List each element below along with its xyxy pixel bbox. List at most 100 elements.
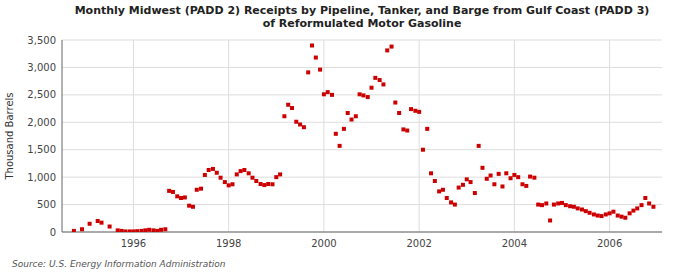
point bbox=[131, 229, 135, 232]
point bbox=[509, 176, 513, 180]
point bbox=[628, 211, 632, 215]
point bbox=[151, 228, 155, 232]
y-tick-label: 3,000 bbox=[27, 62, 56, 73]
point bbox=[350, 118, 354, 122]
points bbox=[72, 43, 656, 232]
point bbox=[179, 196, 183, 200]
y-tick-label: 1,000 bbox=[27, 172, 56, 183]
point bbox=[366, 95, 370, 99]
point bbox=[425, 127, 429, 131]
point bbox=[326, 90, 330, 94]
y-tick-label: 3,500 bbox=[27, 35, 56, 46]
point bbox=[250, 176, 254, 180]
point bbox=[140, 229, 144, 232]
point bbox=[334, 132, 338, 136]
point bbox=[604, 212, 608, 216]
point bbox=[449, 200, 453, 204]
point bbox=[223, 180, 227, 184]
y-tick-label: 2,000 bbox=[27, 117, 56, 128]
point bbox=[358, 92, 362, 96]
point bbox=[409, 107, 413, 111]
point bbox=[286, 103, 290, 107]
point bbox=[600, 214, 604, 218]
point bbox=[239, 169, 243, 173]
point bbox=[556, 201, 560, 205]
x-grid-line bbox=[228, 40, 229, 232]
x-tick-label: 1996 bbox=[121, 238, 146, 249]
point bbox=[401, 127, 405, 131]
point bbox=[254, 179, 258, 183]
point bbox=[611, 210, 615, 214]
point bbox=[370, 86, 374, 90]
point bbox=[497, 172, 501, 176]
point bbox=[219, 176, 223, 180]
point bbox=[516, 175, 520, 179]
y-axis-label: Thousand Barrels bbox=[4, 92, 15, 180]
point bbox=[397, 111, 401, 115]
point bbox=[504, 171, 508, 175]
point bbox=[215, 171, 219, 175]
point bbox=[128, 229, 132, 232]
point bbox=[282, 114, 286, 118]
point bbox=[100, 221, 104, 225]
point bbox=[520, 182, 524, 186]
point bbox=[524, 184, 528, 188]
point bbox=[298, 122, 302, 126]
point bbox=[361, 93, 365, 97]
point bbox=[294, 120, 298, 124]
point bbox=[417, 110, 421, 114]
point bbox=[616, 214, 620, 218]
point bbox=[274, 175, 278, 179]
point bbox=[211, 167, 215, 171]
x-tick-label: 2000 bbox=[311, 238, 336, 249]
point bbox=[405, 129, 409, 133]
point bbox=[116, 228, 120, 232]
point bbox=[608, 211, 612, 215]
y-grid-line bbox=[62, 67, 662, 68]
source-note: Source: U.S. Energy Information Administ… bbox=[12, 259, 226, 269]
point bbox=[270, 182, 274, 186]
point bbox=[433, 179, 437, 183]
point bbox=[96, 219, 100, 223]
point bbox=[453, 203, 457, 207]
point bbox=[385, 48, 389, 52]
point bbox=[465, 177, 469, 181]
point bbox=[167, 189, 171, 193]
y-grid-line bbox=[62, 40, 662, 41]
x-tick-label: 1998 bbox=[216, 238, 241, 249]
point bbox=[381, 82, 385, 86]
point bbox=[596, 214, 600, 218]
point bbox=[528, 175, 532, 179]
x-tick-label: 2006 bbox=[597, 238, 622, 249]
point bbox=[620, 215, 624, 219]
point bbox=[647, 201, 651, 205]
point bbox=[259, 182, 263, 186]
point bbox=[623, 216, 627, 220]
point bbox=[437, 189, 441, 193]
point bbox=[262, 183, 266, 187]
point bbox=[108, 225, 112, 229]
y-tick-label: 500 bbox=[37, 199, 56, 210]
point bbox=[354, 114, 358, 118]
point bbox=[159, 228, 163, 232]
point bbox=[72, 229, 76, 232]
point bbox=[147, 228, 151, 232]
point bbox=[576, 206, 580, 210]
point bbox=[568, 204, 572, 208]
point bbox=[651, 205, 655, 209]
point bbox=[532, 176, 536, 180]
point bbox=[235, 172, 239, 176]
point bbox=[643, 196, 647, 200]
point bbox=[564, 203, 568, 207]
point bbox=[500, 184, 504, 188]
point bbox=[120, 229, 124, 232]
point bbox=[489, 173, 493, 177]
point bbox=[512, 173, 516, 177]
point bbox=[485, 177, 489, 181]
x-tick-label: 2002 bbox=[406, 238, 431, 249]
title: Monthly Midwest (PADD 2) Receipts by Pip… bbox=[75, 4, 650, 30]
y-tick-label: 1,500 bbox=[27, 144, 56, 155]
point bbox=[588, 211, 592, 215]
point bbox=[88, 222, 92, 226]
point bbox=[492, 182, 496, 186]
